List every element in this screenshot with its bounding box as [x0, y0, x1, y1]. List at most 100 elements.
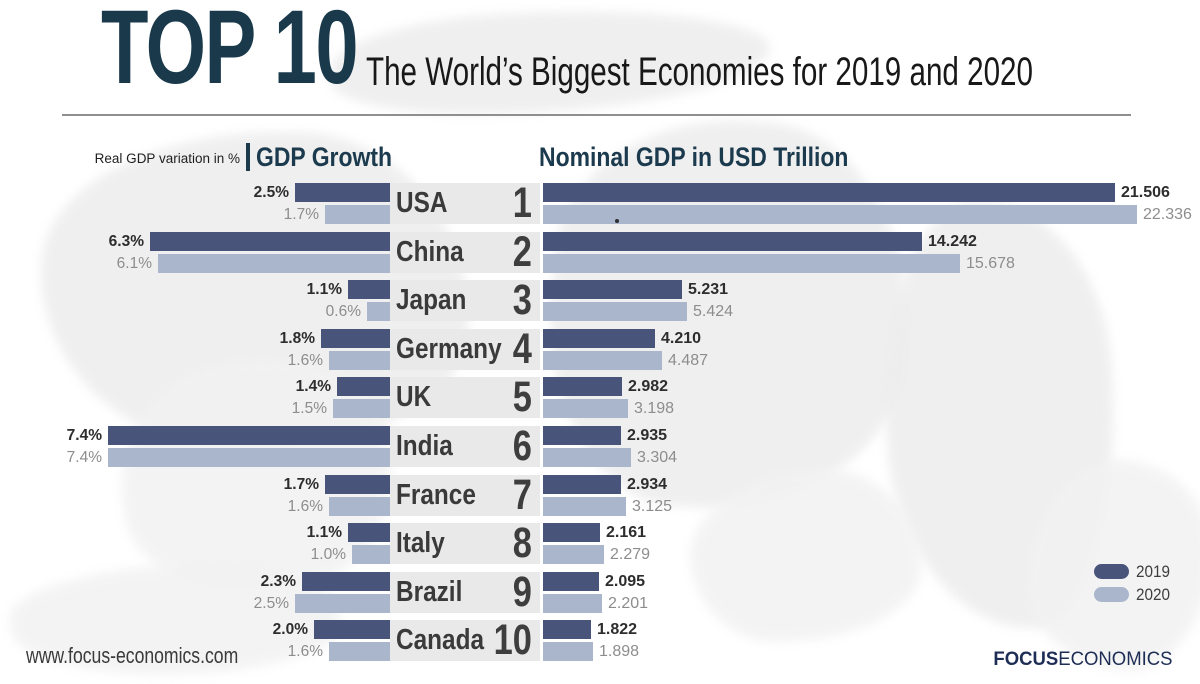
- gdp-value-2019: 21.506: [1121, 184, 1170, 201]
- growth-bar-2020: [352, 545, 390, 565]
- legend-item-2020: 2020: [1094, 585, 1174, 604]
- growth-bar-2019: [348, 280, 390, 300]
- growth-label-2019: 1.7%: [283, 475, 319, 493]
- legend: 2019 2020: [1094, 562, 1174, 608]
- growth-bar-2020: [367, 302, 390, 322]
- gdp-bar-2020: [543, 350, 662, 370]
- gdp-bar-2019: [543, 474, 621, 494]
- growth-label-2020: 1.6%: [287, 643, 323, 661]
- gdp-bar-2020: [543, 205, 1137, 224]
- row-band: Japan 3: [390, 276, 540, 325]
- growth-label-2020: 2.5%: [253, 594, 289, 612]
- stray-dot-artifact: .: [615, 219, 619, 223]
- country-row: 7.4% 7.4% India 6 2.935 3.304: [0, 422, 1200, 470]
- growth-bar-2020: [329, 642, 390, 662]
- growth-bar-2019: [325, 474, 390, 494]
- growth-bar-2020: [158, 253, 390, 273]
- rank-number: 4: [512, 324, 532, 373]
- gdp-bar-2020: [543, 496, 626, 516]
- gdp-value-2020: 5.424: [693, 303, 734, 321]
- gdp-value-2019: 1.822: [597, 621, 638, 639]
- country-label: USA: [396, 187, 448, 219]
- row-band: France 7: [390, 473, 540, 516]
- growth-label-2019: 2.3%: [260, 572, 296, 590]
- rank-number: 1: [512, 179, 532, 227]
- legend-label-2019: 2019: [1136, 561, 1171, 581]
- country-row: 1.1% 1.0% Italy 8 2.161 2.279: [0, 519, 1200, 568]
- rank-number: 6: [512, 422, 532, 470]
- section-divider-bar: [246, 143, 250, 171]
- gdp-value-2020: 2.279: [610, 546, 651, 564]
- country-row: 1.4% 1.5% UK 5 2.982 3.198: [0, 373, 1200, 422]
- brand-logo-regular: ECONOMICS: [1058, 648, 1173, 670]
- rank-number: 2: [512, 227, 532, 276]
- country-row: 6.3% 6.1% China 2 14.242 15.678: [0, 227, 1200, 276]
- row-band: Italy 8: [390, 519, 540, 568]
- brand-logo: FOCUSECONOMICS: [994, 648, 1173, 671]
- row-band: India 6: [390, 422, 540, 470]
- gdp-value-2020: 1.898: [599, 643, 640, 661]
- country-row: 1.8% 1.6% Germany 4 4.210 4.487: [0, 324, 1200, 373]
- gdp-bar-2020: [543, 545, 604, 565]
- growth-label-2019: 1.1%: [306, 524, 342, 542]
- growth-bar-2020: [325, 205, 390, 224]
- legend-label-2020: 2020: [1136, 584, 1171, 604]
- gdp-bar-2019: [543, 571, 599, 591]
- growth-label-2019: 1.8%: [279, 329, 315, 347]
- gdp-value-2019: 4.210: [661, 329, 702, 347]
- legend-item-2019: 2019: [1094, 562, 1174, 581]
- growth-bar-2019: [295, 183, 390, 202]
- growth-label-2020: 1.5%: [291, 400, 327, 418]
- growth-label-2019: 1.1%: [306, 281, 342, 299]
- growth-label-2020: 1.7%: [283, 206, 319, 223]
- growth-label-2019: 7.4%: [66, 427, 102, 444]
- gdp-section-title: Nominal GDP in USD Trillion: [539, 142, 849, 172]
- row-band: China 2: [390, 227, 540, 276]
- country-row: 1.1% 0.6% Japan 3 5.231 5.424: [0, 276, 1200, 325]
- row-band: USA 1: [390, 179, 540, 227]
- gdp-bar-2019: [543, 426, 621, 445]
- growth-bar-2019: [150, 231, 390, 251]
- gdp-bar-2020: [543, 253, 960, 273]
- rank-number: 3: [512, 276, 532, 325]
- growth-section-title: GDP Growth: [256, 142, 393, 172]
- gdp-value-2019: 2.935: [627, 427, 668, 444]
- country-label: China: [396, 235, 464, 268]
- rank-number: 10: [493, 616, 532, 665]
- growth-bar-2019: [348, 523, 390, 543]
- gdp-value-2020: 3.125: [632, 497, 673, 515]
- growth-bar-2019: [337, 377, 390, 397]
- gdp-bar-2020: [543, 448, 631, 467]
- growth-bar-2020: [108, 448, 390, 467]
- country-label: Canada: [396, 624, 485, 657]
- country-label: France: [396, 478, 476, 511]
- growth-label-2020: 7.4%: [66, 449, 102, 466]
- rank-number: 8: [512, 519, 532, 568]
- gdp-value-2020: 3.198: [634, 400, 675, 418]
- gdp-value-2019: 2.982: [628, 378, 669, 396]
- gdp-value-2020: 15.678: [966, 254, 1015, 272]
- gdp-value-2019: 14.242: [928, 232, 977, 250]
- growth-label-2019: 1.4%: [295, 378, 331, 396]
- gdp-value-2019: 2.934: [627, 475, 668, 493]
- growth-bar-2020: [329, 350, 390, 370]
- growth-label-2019: 6.3%: [108, 232, 144, 250]
- gdp-value-2019: 5.231: [688, 281, 729, 299]
- country-row: 2.5% 1.7% USA 1 21.506 22.336: [0, 179, 1200, 227]
- country-row: 1.7% 1.6% France 7 2.934 3.125: [0, 473, 1200, 516]
- growth-bar-2020: [329, 496, 390, 516]
- gdp-bar-2020: [543, 302, 687, 322]
- growth-bar-2019: [321, 328, 390, 348]
- country-row: 2.3% 2.5% Brazil 9 2.095 2.201: [0, 567, 1200, 616]
- gdp-bar-2019: [543, 620, 591, 640]
- growth-bar-2019: [302, 571, 390, 591]
- rank-number: 9: [512, 567, 532, 616]
- growth-label-2020: 6.1%: [116, 254, 152, 272]
- growth-bar-2019: [108, 426, 390, 445]
- growth-label-2020: 0.6%: [325, 303, 361, 321]
- growth-bar-2020: [295, 593, 390, 613]
- gdp-value-2020: 3.304: [637, 449, 678, 466]
- rank-number: 5: [512, 373, 532, 422]
- gdp-bar-2019: [543, 231, 922, 251]
- website-url: www.focus-economics.com: [26, 643, 239, 668]
